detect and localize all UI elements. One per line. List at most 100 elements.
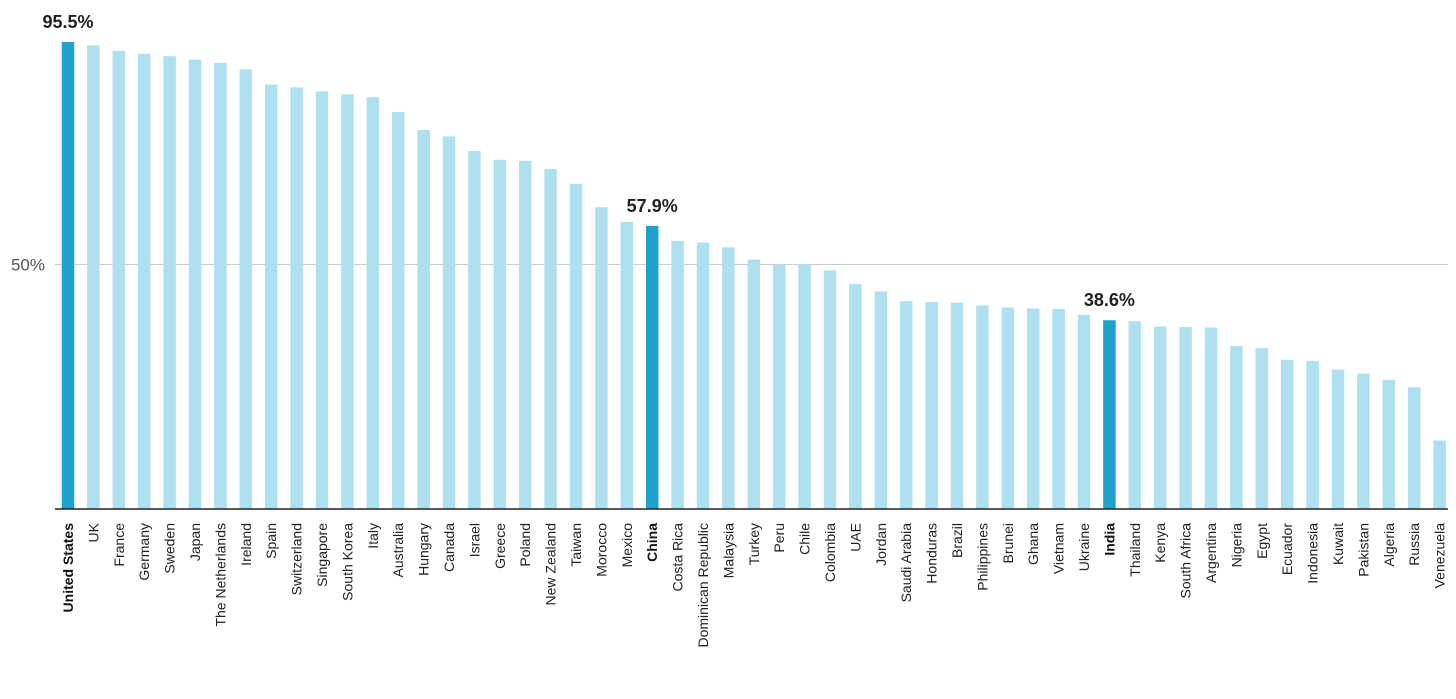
bar-thailand xyxy=(1128,321,1142,509)
category-label: Ukraine xyxy=(1076,523,1092,571)
bar-switzerland xyxy=(290,87,303,510)
category-label: Malaysia xyxy=(720,523,736,578)
category-label: Italy xyxy=(365,523,381,549)
bar-chile xyxy=(798,264,811,509)
category-label: Hungary xyxy=(416,523,432,576)
bar-peru xyxy=(772,264,786,509)
bar-uk xyxy=(87,45,100,509)
bar-france xyxy=(112,50,126,509)
category-label: Indonesia xyxy=(1305,523,1321,584)
bar-south-africa xyxy=(1179,327,1192,509)
bar-spain xyxy=(264,84,278,509)
category-label: Russia xyxy=(1406,523,1422,566)
bar-japan xyxy=(188,59,202,509)
bar-colombia xyxy=(823,270,837,509)
category-label: United States xyxy=(60,523,76,613)
bar-new-zealand xyxy=(544,169,557,509)
bar-mexico xyxy=(620,221,634,509)
category-label: India xyxy=(1101,523,1117,556)
category-label: South Africa xyxy=(1178,523,1194,599)
bar-taiwan xyxy=(569,183,583,509)
category-label: Chile xyxy=(797,523,813,555)
bar-ghana xyxy=(1026,308,1040,509)
category-label: Honduras xyxy=(924,523,940,584)
bar-jordan xyxy=(874,291,888,509)
bar-germany xyxy=(137,53,151,510)
bar-united-states xyxy=(61,42,75,509)
bar-pakistan xyxy=(1357,373,1370,509)
category-label: Israel xyxy=(466,523,482,557)
category-label: Saudi Arabia xyxy=(898,523,914,603)
category-label: UK xyxy=(85,522,101,542)
category-label: Brunei xyxy=(1000,523,1016,563)
category-label: China xyxy=(644,523,660,562)
category-label: Japan xyxy=(187,523,203,561)
category-label: Egypt xyxy=(1254,523,1270,559)
bar-south-korea xyxy=(341,94,354,509)
category-label: Canada xyxy=(441,523,457,572)
bar-kuwait xyxy=(1331,369,1345,509)
bar-russia xyxy=(1407,387,1421,509)
bar-brazil xyxy=(950,302,964,509)
bar-canada xyxy=(442,136,456,509)
data-labels: 95.5% 57.9% 38.6% xyxy=(42,12,1134,310)
bar-brunei xyxy=(1001,307,1015,509)
bar-philippines xyxy=(976,305,989,509)
category-label: Philippines xyxy=(974,523,990,591)
category-label: Germany xyxy=(136,523,152,581)
category-label: Ireland xyxy=(238,523,254,566)
bar-algeria xyxy=(1382,379,1396,509)
category-label: Switzerland xyxy=(289,523,305,595)
bar-italy xyxy=(366,97,380,510)
category-label: New Zealand xyxy=(543,523,559,606)
category-label: Turkey xyxy=(746,523,762,565)
category-label: Poland xyxy=(517,523,533,567)
bar-morocco xyxy=(595,207,608,510)
category-label: Greece xyxy=(492,523,508,569)
bar-indonesia xyxy=(1306,360,1319,509)
data-label: 38.6% xyxy=(1084,290,1135,310)
bar-hungary xyxy=(417,130,430,509)
bar-costa-rica xyxy=(671,241,684,509)
bar-nigeria xyxy=(1230,346,1243,509)
data-label: 57.9% xyxy=(627,196,678,216)
bar-ireland xyxy=(239,69,253,509)
category-label: UAE xyxy=(847,523,863,552)
bar-greece xyxy=(493,159,507,509)
category-label: Kuwait xyxy=(1330,523,1346,565)
category-label: Ecuador xyxy=(1279,523,1295,575)
category-label: Peru xyxy=(771,523,787,553)
bar-uae xyxy=(849,284,862,509)
category-label: Ghana xyxy=(1025,523,1041,565)
bar-poland xyxy=(518,160,532,509)
category-label: Nigeria xyxy=(1228,523,1244,568)
bar-ukraine xyxy=(1077,314,1091,509)
bar-india xyxy=(1103,320,1116,509)
bar-vietnam xyxy=(1052,308,1065,509)
category-label: Australia xyxy=(390,523,406,578)
bars xyxy=(61,42,1446,510)
category-label: Colombia xyxy=(822,523,838,582)
bar-dominican-republic xyxy=(696,242,710,509)
bar-china xyxy=(645,225,659,509)
category-label: Venezuela xyxy=(1432,523,1448,589)
bar-israel xyxy=(468,151,481,509)
bar-singapore xyxy=(315,91,329,510)
category-label: Costa Rica xyxy=(670,523,686,592)
bar-kenya xyxy=(1153,326,1167,509)
category-label: Brazil xyxy=(949,523,965,558)
category-label: Argentina xyxy=(1203,523,1219,583)
category-label: Vietnam xyxy=(1051,523,1067,574)
category-label: Taiwan xyxy=(568,523,584,567)
category-label: Sweden xyxy=(162,523,178,574)
category-label: Jordan xyxy=(873,523,889,566)
data-label: 95.5% xyxy=(42,12,93,32)
bar-egypt xyxy=(1255,348,1269,509)
category-label: South Korea xyxy=(339,523,355,601)
category-label: Pakistan xyxy=(1355,523,1371,577)
category-label: Singapore xyxy=(314,523,330,587)
category-label: Kenya xyxy=(1152,523,1168,563)
bar-sweden xyxy=(163,56,176,509)
bar-turkey xyxy=(747,259,761,509)
